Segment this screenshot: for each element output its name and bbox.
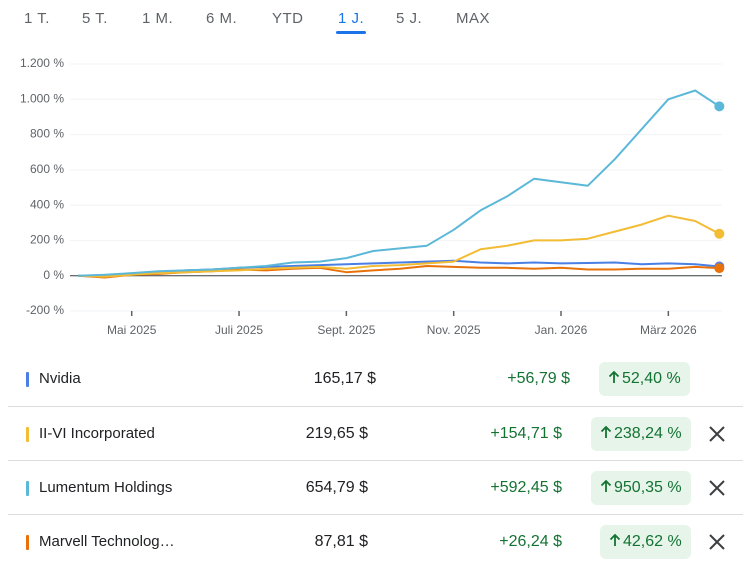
percent-change: 950,35 % bbox=[591, 471, 691, 505]
remove-button[interactable] bbox=[706, 531, 728, 553]
percent-change: 42,62 % bbox=[600, 525, 691, 559]
price-change: +592,45 $ bbox=[490, 479, 562, 496]
up-arrow-icon bbox=[608, 370, 620, 383]
y-tick-label: 1.200 % bbox=[20, 56, 64, 70]
x-tick-label: Jan. 2026 bbox=[535, 323, 588, 337]
remove-button[interactable] bbox=[706, 423, 728, 445]
y-tick-label: 0 % bbox=[43, 268, 64, 282]
stock-name: Lumentum Holdings bbox=[39, 479, 173, 496]
up-arrow-icon bbox=[609, 533, 621, 546]
percent-change: 52,40 % bbox=[599, 362, 690, 396]
stock-name: Nvidia bbox=[39, 370, 81, 387]
series-color-indicator bbox=[26, 372, 29, 387]
range-tab[interactable]: MAX bbox=[456, 10, 491, 27]
y-tick-label: 400 % bbox=[30, 197, 64, 211]
price-change: +154,71 $ bbox=[490, 425, 562, 442]
x-tick-label: Mai 2025 bbox=[107, 323, 157, 337]
stock-row: Nvidia 165,17 $ +56,79 $ 52,40 % bbox=[8, 352, 743, 406]
series-line bbox=[77, 89, 720, 277]
series-end-dot bbox=[714, 228, 725, 239]
stock-price: 219,65 $ bbox=[305, 425, 368, 442]
active-tab-indicator bbox=[336, 31, 366, 34]
stock-price: 165,17 $ bbox=[313, 370, 376, 387]
stock-row: Marvell Technolog… 87,81 $ +26,24 $ 42,62 % bbox=[8, 514, 743, 569]
remove-button[interactable] bbox=[706, 477, 728, 499]
percent-change: 238,24 % bbox=[591, 417, 691, 451]
y-tick-label: 800 % bbox=[30, 127, 64, 141]
y-tick-label: 200 % bbox=[30, 233, 64, 247]
y-tick-label: -200 % bbox=[26, 303, 64, 317]
range-tab[interactable]: 1 M. bbox=[142, 10, 174, 27]
series-end-dot bbox=[714, 263, 725, 274]
range-tab[interactable]: 5 T. bbox=[82, 10, 108, 27]
price-change: +26,24 $ bbox=[499, 533, 562, 550]
range-tab[interactable]: 1 T. bbox=[24, 10, 50, 27]
up-arrow-icon bbox=[600, 425, 612, 438]
chart: -200 % 0 % 200 % 400 % 600 % 800 % 1.000 % 1.20… bbox=[20, 56, 725, 337]
series-end-dot bbox=[714, 101, 725, 112]
stock-price: 654,79 $ bbox=[305, 479, 368, 496]
range-tab[interactable]: 1 J. bbox=[338, 10, 365, 27]
stock-row: II-VI Incorporated 219,65 $ +154,71 $ 238,2… bbox=[8, 406, 743, 461]
x-tick-label: Nov. 2025 bbox=[427, 323, 481, 337]
up-arrow-icon bbox=[600, 479, 612, 492]
x-tick-label: März 2026 bbox=[640, 323, 697, 337]
percent-text: 42,62 % bbox=[623, 533, 682, 550]
stock-row: Lumentum Holdings 654,79 $ +592,45 $ 950,35… bbox=[8, 460, 743, 515]
x-tick-label: Juli 2025 bbox=[215, 323, 263, 337]
stock-name: Marvell Technolog… bbox=[39, 533, 175, 550]
percent-text: 52,40 % bbox=[622, 370, 681, 387]
range-tab[interactable]: YTD bbox=[272, 10, 304, 27]
series-color-indicator bbox=[26, 481, 29, 496]
percent-text: 238,24 % bbox=[614, 425, 682, 442]
series-line bbox=[77, 214, 720, 278]
y-tick-label: 1.000 % bbox=[20, 91, 64, 105]
stock-price: 87,81 $ bbox=[314, 533, 368, 550]
series-color-indicator bbox=[26, 535, 29, 550]
series-color-indicator bbox=[26, 427, 29, 442]
percent-text: 950,35 % bbox=[614, 479, 682, 496]
range-tab[interactable]: 6 M. bbox=[206, 10, 238, 27]
y-tick-label: 600 % bbox=[30, 162, 64, 176]
stock-name: II-VI Incorporated bbox=[39, 425, 155, 442]
x-tick-label: Sept. 2025 bbox=[317, 323, 375, 337]
price-change: +56,79 $ bbox=[507, 370, 570, 387]
range-tab[interactable]: 5 J. bbox=[396, 10, 423, 27]
